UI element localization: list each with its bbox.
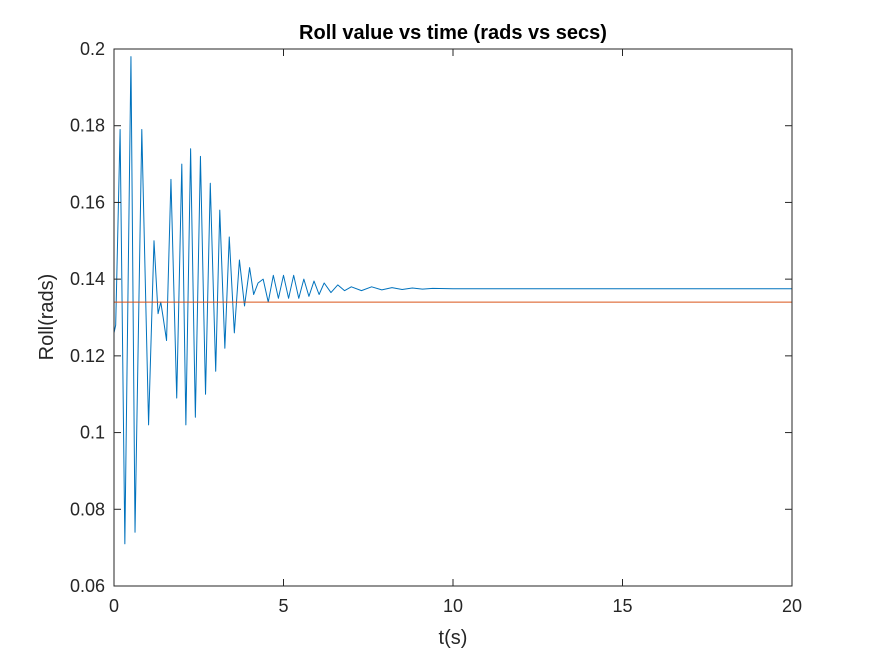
y-tick-label: 0.06: [70, 576, 105, 596]
y-axis-ticks: 0.06 0.08 0.1 0.12 0.14 0.16 0.18 0.2: [70, 39, 792, 596]
y-axis-label: Roll(rads): [36, 274, 58, 361]
series-layer: [113, 56, 792, 545]
x-tick-label: 15: [612, 596, 632, 616]
y-tick-label: 0.16: [70, 192, 105, 212]
y-tick-label: 0.1: [80, 423, 105, 443]
x-tick-label: 20: [782, 596, 802, 616]
plot-background: [114, 49, 792, 586]
chart-title: Roll value vs time (rads vs secs): [299, 22, 607, 44]
x-tick-label: 10: [443, 596, 463, 616]
x-axis-label: t(s): [439, 627, 468, 649]
y-tick-label: 0.14: [70, 269, 105, 289]
y-tick-label: 0.18: [70, 116, 105, 136]
y-tick-label: 0.2: [80, 39, 105, 59]
x-tick-label: 0: [109, 596, 119, 616]
x-tick-label: 5: [278, 596, 288, 616]
x-axis-ticks: 0 5 10 15 20: [109, 49, 802, 616]
y-tick-label: 0.12: [70, 346, 105, 366]
y-tick-label: 0.08: [70, 499, 105, 519]
